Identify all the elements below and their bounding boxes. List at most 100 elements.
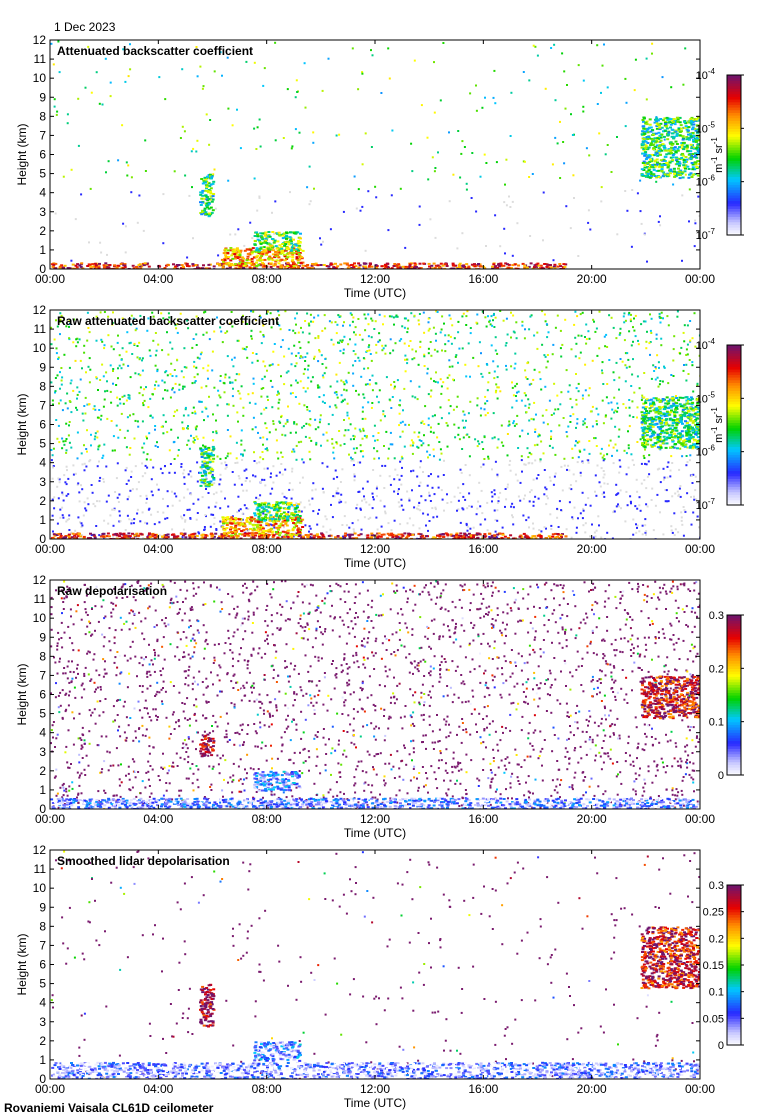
colorbar-tick-label: 10-7 xyxy=(696,227,716,242)
y-tick-label: 10 xyxy=(33,611,47,625)
colorbar-swatch xyxy=(727,465,741,469)
colorbar-swatch xyxy=(727,200,741,204)
colorbar-swatch xyxy=(727,112,741,116)
colorbar-swatch xyxy=(727,147,741,151)
colorbar-swatch xyxy=(727,85,741,89)
colorbar-swatch xyxy=(727,449,741,453)
colorbar-swatch xyxy=(727,99,741,103)
feature-layer-07-09h xyxy=(253,770,302,792)
colorbar-swatch xyxy=(727,211,741,215)
feature-boundary-layer xyxy=(50,1061,700,1079)
y-tick-label: 4 xyxy=(39,996,46,1010)
colorbar-swatch xyxy=(727,173,741,177)
x-tick-label: 00:00 xyxy=(685,272,715,286)
colorbar-swatch xyxy=(727,1026,741,1030)
colorbar-swatch xyxy=(727,387,741,391)
y-tick-label: 0 xyxy=(39,802,46,816)
colorbar-swatch xyxy=(727,1005,741,1009)
x-tick-label: 12:00 xyxy=(360,1082,390,1096)
y-tick-label: 4 xyxy=(39,186,46,200)
colorbar: 0 0.1 0.2 0.3 xyxy=(709,610,744,782)
colorbar-swatch xyxy=(727,80,741,84)
colorbar-swatch xyxy=(727,101,741,105)
plot-background xyxy=(50,310,700,539)
y-tick-label: 8 xyxy=(39,919,46,933)
x-tick-label: 08:00 xyxy=(252,542,282,556)
colorbar-swatch xyxy=(727,906,741,910)
colorbar-swatch xyxy=(727,769,741,773)
colorbar-swatch xyxy=(727,195,741,199)
plot-background xyxy=(50,580,700,809)
colorbar-swatch xyxy=(727,157,741,161)
colorbar-swatch xyxy=(727,414,741,418)
colorbar-tick-label: 0.25 xyxy=(703,907,724,919)
colorbar-swatch xyxy=(727,398,741,402)
colorbar-swatch xyxy=(727,141,741,145)
y-tick-label: 6 xyxy=(39,958,46,972)
colorbar-swatch xyxy=(727,181,741,185)
y-axis-label: Height (km) xyxy=(15,393,29,455)
colorbar-swatch xyxy=(727,1018,741,1022)
x-tick-label: 12:00 xyxy=(360,542,390,556)
colorbar-swatch xyxy=(727,684,741,688)
y-axis-label: Height (km) xyxy=(15,123,29,185)
y-tick-label: 3 xyxy=(39,1015,46,1029)
x-tick-label: 20:00 xyxy=(577,812,607,826)
colorbar-swatch xyxy=(727,997,741,1001)
colorbar-swatch xyxy=(727,676,741,680)
colorbar-tick-label: 0.3 xyxy=(709,880,724,892)
colorbar-swatch xyxy=(727,721,741,725)
x-tick-label: 16:00 xyxy=(468,542,498,556)
colorbar-swatch xyxy=(727,983,741,987)
colorbar-tick-label: 0.1 xyxy=(709,717,724,729)
colorbar-swatch xyxy=(727,954,741,958)
colorbar-swatch xyxy=(727,1031,741,1035)
colorbar-swatch xyxy=(727,205,741,209)
colorbar-swatch xyxy=(727,647,741,651)
colorbar-swatch xyxy=(727,981,741,985)
colorbar: 10-7 10-6 10-5 10-4 m-1 sr-1 xyxy=(696,337,744,512)
colorbar-swatch xyxy=(727,355,741,359)
colorbar-swatch xyxy=(727,203,741,207)
colorbar-swatch xyxy=(727,475,741,479)
x-axis-label: Time (UTC) xyxy=(344,286,406,300)
y-tick-label: 1 xyxy=(39,243,46,257)
colorbar-swatch xyxy=(727,973,741,977)
footer-caption: Rovaniemi Vaisala CL61D ceilometer xyxy=(4,1101,214,1115)
colorbar-swatch xyxy=(727,743,741,747)
x-tick-label: 00:00 xyxy=(685,1082,715,1096)
colorbar-swatch xyxy=(727,345,741,349)
colorbar-swatch xyxy=(727,719,741,723)
colorbar-tick-label: 0 xyxy=(718,1040,724,1052)
x-tick-label: 12:00 xyxy=(360,272,390,286)
colorbar-swatch xyxy=(727,390,741,394)
colorbar-swatch xyxy=(727,184,741,188)
colorbar-swatch xyxy=(727,893,741,897)
colorbar-swatch xyxy=(727,497,741,501)
colorbar-swatch xyxy=(727,433,741,437)
feature-cloud-05-06h xyxy=(199,445,216,488)
colorbar-swatch xyxy=(727,473,741,477)
colorbar-tick-label: 0.2 xyxy=(709,663,724,675)
colorbar-swatch xyxy=(727,986,741,990)
y-tick-label: 7 xyxy=(39,668,46,682)
colorbar-swatch xyxy=(727,187,741,191)
colorbar-swatch xyxy=(727,478,741,482)
colorbar-swatch xyxy=(727,903,741,907)
colorbar-swatch xyxy=(727,679,741,683)
y-tick-label: 2 xyxy=(39,1034,46,1048)
x-tick-label: 08:00 xyxy=(252,272,282,286)
colorbar-swatch xyxy=(727,617,741,621)
colorbar-swatch xyxy=(727,353,741,357)
colorbar-swatch xyxy=(727,1029,741,1033)
colorbar-swatch xyxy=(727,438,741,442)
feature-cloud-22-24h xyxy=(640,675,700,720)
colorbar-swatch xyxy=(727,713,741,717)
colorbar-tick-label: 10-5 xyxy=(696,120,716,135)
colorbar-swatch xyxy=(727,1021,741,1025)
x-tick-label: 20:00 xyxy=(577,272,607,286)
colorbar-swatch xyxy=(727,189,741,193)
